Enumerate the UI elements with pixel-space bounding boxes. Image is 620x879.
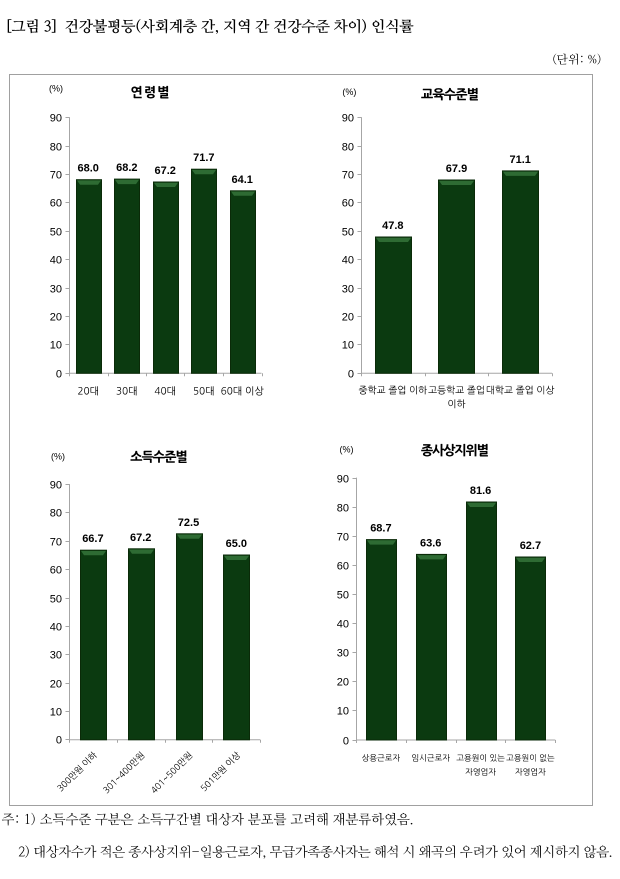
svg-text:68.7: 68.7 xyxy=(370,523,391,535)
svg-text:71.7: 71.7 xyxy=(193,152,214,164)
svg-text:90: 90 xyxy=(342,112,354,124)
svg-text:70: 70 xyxy=(50,536,62,548)
svg-text:65.0: 65.0 xyxy=(226,538,247,550)
svg-text:20: 20 xyxy=(342,311,354,323)
svg-text:20: 20 xyxy=(337,676,349,688)
svg-text:30: 30 xyxy=(50,649,62,661)
svg-text:20: 20 xyxy=(50,311,62,323)
svg-text:40: 40 xyxy=(337,618,349,630)
svg-text:60: 60 xyxy=(50,197,62,209)
svg-text:90: 90 xyxy=(337,473,349,485)
svg-text:10: 10 xyxy=(342,339,354,351)
svg-text:0: 0 xyxy=(343,735,349,747)
svg-text:71.1: 71.1 xyxy=(509,154,530,166)
svg-text:67.2: 67.2 xyxy=(154,165,175,177)
svg-text:10: 10 xyxy=(50,339,62,351)
svg-text:67.2: 67.2 xyxy=(130,532,151,544)
svg-text:62.7: 62.7 xyxy=(520,540,541,552)
svg-text:(%): (%) xyxy=(340,445,354,455)
svg-text:50: 50 xyxy=(342,226,354,238)
svg-text:81.6: 81.6 xyxy=(470,485,491,497)
svg-text:67.9: 67.9 xyxy=(446,163,467,175)
svg-text:(%): (%) xyxy=(51,452,65,462)
svg-text:63.6: 63.6 xyxy=(420,537,441,549)
svg-text:(%): (%) xyxy=(49,84,63,94)
svg-text:72.5: 72.5 xyxy=(178,517,199,529)
svg-text:80: 80 xyxy=(342,141,354,153)
svg-text:70: 70 xyxy=(342,169,354,181)
svg-text:40: 40 xyxy=(50,621,62,633)
svg-text:0: 0 xyxy=(348,368,354,380)
svg-text:30: 30 xyxy=(342,283,354,295)
svg-text:90: 90 xyxy=(50,479,62,491)
svg-text:40: 40 xyxy=(342,254,354,266)
svg-text:60: 60 xyxy=(50,564,62,576)
svg-text:10: 10 xyxy=(50,706,62,718)
svg-text:90: 90 xyxy=(50,112,62,124)
svg-text:(%): (%) xyxy=(342,87,356,97)
svg-text:50: 50 xyxy=(50,226,62,238)
svg-text:30: 30 xyxy=(50,283,62,295)
svg-text:80: 80 xyxy=(337,502,349,514)
svg-text:68.0: 68.0 xyxy=(77,163,98,175)
svg-text:10: 10 xyxy=(337,705,349,717)
svg-text:0: 0 xyxy=(56,734,62,746)
svg-text:64.1: 64.1 xyxy=(231,174,252,186)
svg-text:40: 40 xyxy=(50,254,62,266)
svg-text:68.2: 68.2 xyxy=(116,162,137,174)
svg-text:50: 50 xyxy=(50,593,62,605)
svg-text:66.7: 66.7 xyxy=(82,533,103,545)
svg-text:70: 70 xyxy=(50,169,62,181)
svg-text:47.8: 47.8 xyxy=(382,220,403,232)
svg-text:60: 60 xyxy=(337,560,349,572)
svg-text:20: 20 xyxy=(50,678,62,690)
svg-text:80: 80 xyxy=(50,507,62,519)
svg-text:30: 30 xyxy=(337,647,349,659)
svg-text:80: 80 xyxy=(50,141,62,153)
svg-text:70: 70 xyxy=(337,531,349,543)
svg-text:60: 60 xyxy=(342,197,354,209)
svg-text:0: 0 xyxy=(56,368,62,380)
svg-text:50: 50 xyxy=(337,589,349,601)
